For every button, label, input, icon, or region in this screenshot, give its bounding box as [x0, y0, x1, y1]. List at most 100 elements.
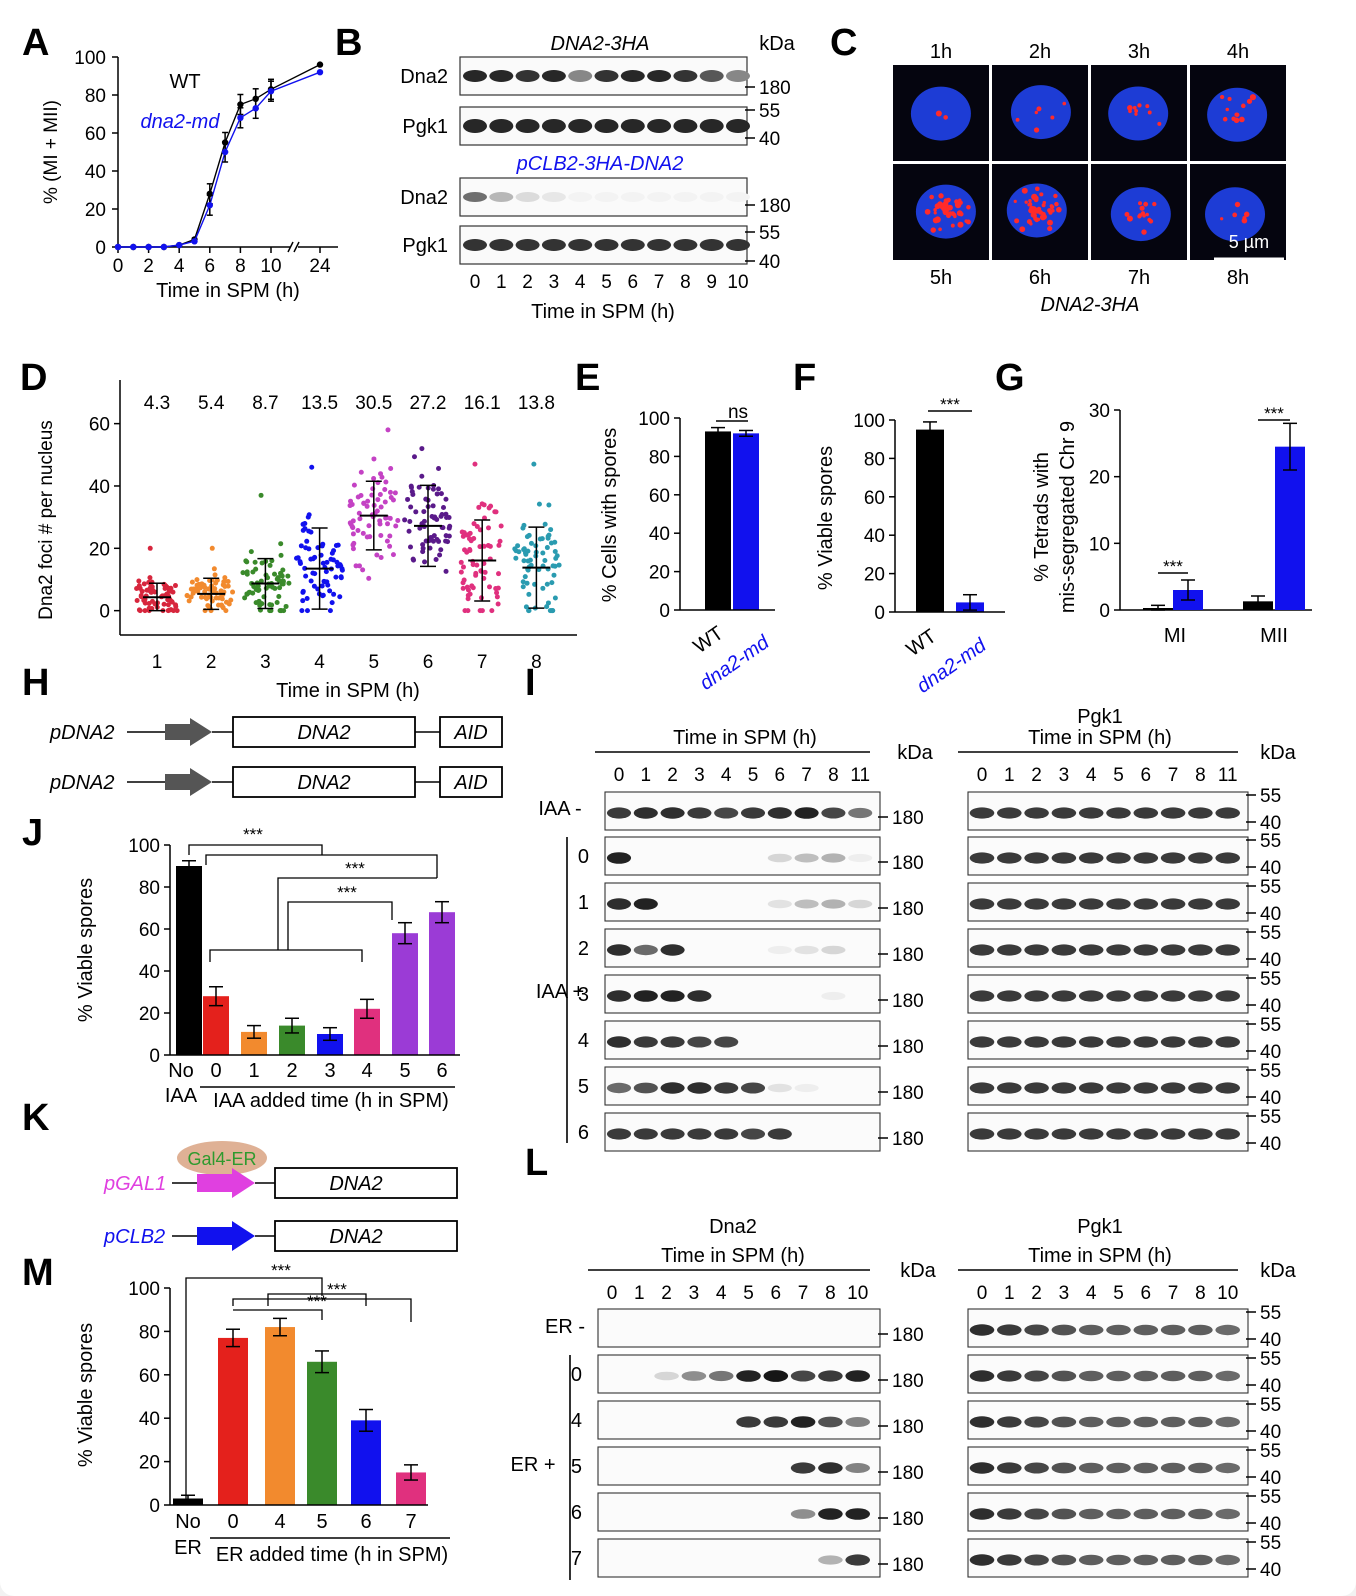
panel-d-dot — [328, 556, 334, 562]
panel-d-x-tick-label: 3 — [260, 652, 271, 673]
panel-i-pgk1-band — [1215, 1036, 1240, 1048]
panel-c-focus — [954, 201, 962, 209]
panel-i-dna2-band — [660, 1082, 685, 1094]
panel-d-dot — [542, 521, 548, 527]
panel-c-focus — [1239, 116, 1245, 123]
panel-i-pgk1-time-header: Time in SPM (h) — [1028, 727, 1172, 749]
panel-b-blot-md-dna2-band — [541, 192, 566, 202]
panel-g-y-tick-label: 10 — [1089, 534, 1110, 555]
panel-d-dot — [383, 479, 389, 485]
panel-d-dot — [244, 569, 250, 575]
panel-j-x-tick-label: 2 — [286, 1060, 297, 1082]
panel-i-dna2-band — [660, 1036, 685, 1048]
panel-e-y-tick-label: 60 — [649, 486, 670, 507]
panel-d-dot — [276, 577, 282, 583]
panel-a-series-line-1 — [118, 71, 321, 248]
panel-d-dot — [272, 571, 278, 577]
panel-c-focus — [1157, 121, 1162, 126]
panel-c-focus — [957, 221, 964, 228]
panel-l-pgk1-band — [1215, 1554, 1240, 1566]
panel-d-x-tick-label: 8 — [531, 652, 542, 673]
panel-l-pgk1-band — [1188, 1324, 1213, 1336]
panel-c-focus — [1134, 112, 1138, 116]
panel-d-dot — [492, 509, 498, 515]
panel-l-pgk1-marker-label: 55 — [1260, 1349, 1281, 1370]
panel-j-bar — [317, 1034, 343, 1055]
panel-d-dot — [420, 542, 426, 548]
panel-d-dot — [164, 584, 170, 590]
panel-i-pgk1-lane-label: 6 — [1141, 765, 1152, 786]
panel-d-dot — [222, 583, 228, 589]
panel-c-focus — [1235, 112, 1240, 117]
panel-d-dot — [357, 516, 363, 522]
panel-d-dot — [513, 555, 519, 561]
panel-l-dna2-row-label: 5 — [571, 1456, 582, 1478]
panel-a-point — [221, 148, 229, 156]
panel-d-dot — [377, 518, 383, 524]
panel-d-dot — [277, 585, 283, 591]
panel-i-pgk1-band — [969, 807, 995, 819]
panel-c-focus — [1028, 202, 1033, 207]
panel-d-dot — [408, 484, 414, 490]
panel-label-b: B — [335, 22, 362, 64]
panel-l-pgk1-band — [1024, 1508, 1049, 1520]
panel-i-pgk1-band — [1215, 1082, 1240, 1094]
panel-i-pgk1-marker-label: 40 — [1260, 858, 1281, 879]
panel-i-pgk1-band — [1051, 898, 1077, 910]
panel-l-dna2-band — [763, 1416, 789, 1428]
panel-g-sig: *** — [1163, 557, 1183, 576]
panel-d-dot — [553, 555, 559, 561]
panel-h-aid-label: AID — [453, 772, 487, 794]
panel-d-dot — [390, 552, 396, 558]
panel-d-dot — [361, 500, 367, 506]
panel-i-pgk1-band — [1106, 807, 1131, 819]
panel-d-dot — [252, 559, 258, 565]
panel-d-dot — [462, 608, 468, 614]
panel-m-sig: *** — [327, 1280, 347, 1299]
panel-j-y-tick-label: 100 — [128, 836, 160, 857]
panel-d-dot — [494, 590, 500, 596]
panel-d-dot — [439, 511, 445, 517]
panel-d-dot — [471, 521, 477, 527]
panel-c-focus — [938, 193, 944, 199]
panel-d-dot — [423, 496, 429, 502]
panel-c-time-label: 5h — [930, 267, 952, 289]
panel-l-pgk1-band — [1078, 1324, 1104, 1336]
panel-c-nucleus — [1010, 85, 1071, 140]
panel-d-dot — [427, 545, 433, 551]
panel-m-bar — [265, 1327, 295, 1505]
panel-label-l: L — [525, 1142, 548, 1184]
panel-l-pgk1-band — [1078, 1416, 1104, 1428]
panel-i-pgk1-lane-label: 7 — [1168, 765, 1179, 786]
panel-d-dot — [242, 595, 248, 601]
panel-d-dot — [199, 582, 205, 588]
panel-l-pgk1-band — [1133, 1370, 1159, 1382]
panel-b-marker-label: 55 — [759, 101, 780, 122]
panel-d-dot — [440, 505, 446, 511]
panel-i-pgk1-band — [1188, 1082, 1213, 1094]
panel-l-pgk1-marker-label: 55 — [1260, 1487, 1281, 1508]
panel-d-dot — [309, 464, 315, 470]
panel-b-blot-wt-dna2-band — [647, 70, 672, 82]
panel-l-dna2-band — [736, 1370, 761, 1382]
panel-k-arrow — [197, 1221, 255, 1251]
panel-d-dot — [443, 496, 449, 502]
panel-j-bracket — [188, 844, 323, 855]
panel-b-marker-label: 180 — [759, 78, 791, 99]
panel-d-dot — [377, 491, 383, 497]
panel-d-dot — [433, 556, 439, 562]
panel-j-bracket — [287, 901, 393, 950]
panel-c-focus — [958, 211, 964, 217]
panel-b-kda: kDa — [759, 33, 795, 55]
panel-d-dot — [437, 552, 443, 558]
panel-d-dot — [419, 446, 425, 452]
panel-l-dna2-time-header: Time in SPM (h) — [661, 1245, 805, 1267]
panel-i-pgk1-band — [997, 898, 1022, 910]
panel-d-dot — [459, 529, 465, 535]
panel-i-dna2-marker-label: 180 — [892, 1129, 924, 1150]
panel-a-x-tick-label: 10 — [260, 256, 281, 277]
panel-i-dna2-marker-label: 180 — [892, 991, 924, 1012]
panel-b-blot-md-dna2-label: Dna2 — [400, 187, 448, 209]
panel-d-dot — [470, 585, 476, 591]
panel-i-dna2-row-label: 6 — [578, 1122, 589, 1144]
